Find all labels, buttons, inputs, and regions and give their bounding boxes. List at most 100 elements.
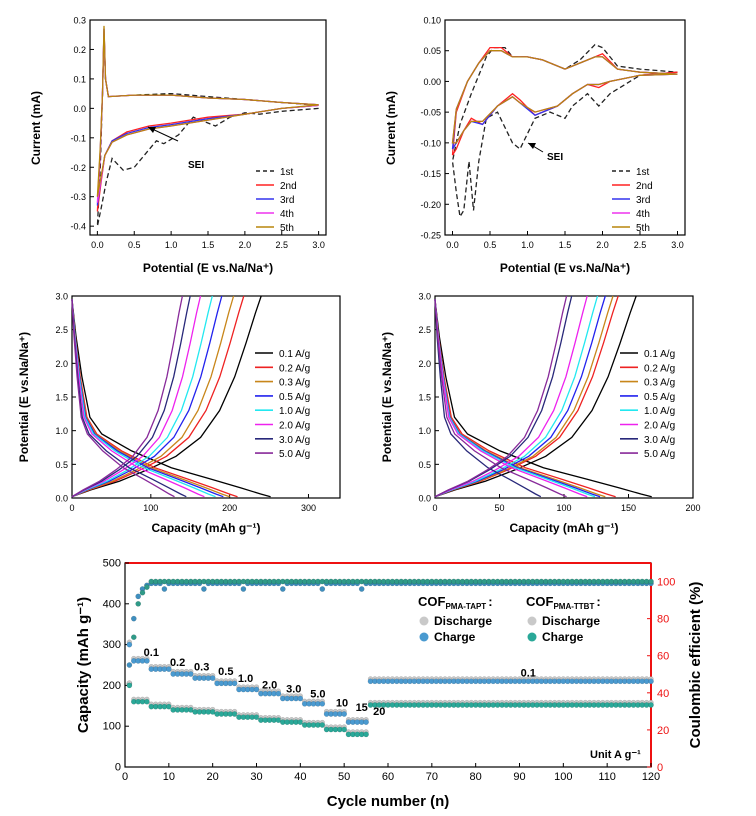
legend-tapt-title: COFPMA-TAPT: xyxy=(418,594,493,611)
legend: COFPMA-TAPT: COFPMA-TTBT: Discharge Char… xyxy=(418,594,601,644)
discharge-curve-0.5 A/g xyxy=(71,299,224,498)
capacity-point-tapt-charge xyxy=(126,641,133,648)
y-tick-label: -0.4 xyxy=(70,222,86,232)
discharge-curve-0.5 A/g xyxy=(434,299,601,498)
capacity-point-tapt-charge xyxy=(165,666,172,672)
gcd-panel-ttbt: Capacity (mAh g⁻¹) Potential (E vs.Na/Na… xyxy=(380,292,701,536)
y-axis-label: Current (mA) xyxy=(29,91,43,165)
legend-tapt-charge: Charge xyxy=(434,630,476,644)
sei-annotation: SEI xyxy=(188,160,204,171)
ce-point-tapt xyxy=(319,586,326,592)
y-tick-label: -0.10 xyxy=(420,138,441,148)
capacity-point-tapt-charge xyxy=(648,678,654,685)
rate-label: 0.1 xyxy=(144,647,159,659)
series-lines xyxy=(451,43,678,219)
charge-curve-5.0 A/g xyxy=(71,295,184,498)
ce-point-tapt xyxy=(130,615,137,622)
y-tick-label: -0.15 xyxy=(420,169,441,179)
charge-curve-1.0 A/g xyxy=(71,295,213,498)
x-tick-label: 0.5 xyxy=(484,240,497,250)
y-tick-label: 300 xyxy=(103,639,121,651)
discharge-curve-0.1 A/g xyxy=(71,299,271,498)
legend-entry: 4th xyxy=(280,209,294,220)
y-tick-label: 3.0 xyxy=(418,292,431,302)
y-tick-label: 0.5 xyxy=(55,460,68,470)
legend-entry: 3.0 A/g xyxy=(644,435,675,446)
capacity-point-ttbt-charge xyxy=(648,702,654,708)
rate-label: 0.2 xyxy=(170,657,185,669)
axis-ticks: 0.0 0.5 1.0 1.5 2.0 2.5 3.0 -0.25 -0.20 -0.15 -0.1… xyxy=(420,16,683,251)
legend-entry: 1.0 A/g xyxy=(279,406,310,417)
x-tick-label: 2.5 xyxy=(275,240,288,250)
cv-panel-tapt: Potential (E vs.Na/Na⁺) Current (mA) 0.0… xyxy=(29,16,327,275)
capacity-point-ttbt-charge xyxy=(341,726,348,733)
charge-curve-2.0 A/g xyxy=(434,295,588,498)
ce-point-tapt xyxy=(201,586,207,592)
legend-ttbt-charge: Charge xyxy=(542,630,584,644)
discharge-curve-1.0 A/g xyxy=(434,299,596,498)
ce-point-ttbt xyxy=(130,634,137,641)
x-tick-label: 40 xyxy=(294,771,306,783)
charge-curve-3.0 A/g xyxy=(434,295,573,498)
charge-curve-1.0 A/g xyxy=(434,295,599,498)
capacity-point-ttbt-charge xyxy=(144,698,150,705)
rate-label: 5.0 xyxy=(310,689,325,701)
discharge-curve-5.0 A/g xyxy=(434,299,567,498)
rate-label: 15 xyxy=(356,702,368,714)
ce-point-tapt xyxy=(135,593,141,600)
x-tick-label: 1.0 xyxy=(165,240,178,250)
capacity-point-tapt-charge xyxy=(144,658,150,664)
capacity-point-tapt-charge xyxy=(209,675,216,681)
rate-label: 10 xyxy=(336,698,348,710)
capacity-point-tapt-charge xyxy=(297,695,304,702)
charge-curve-3.0 A/g xyxy=(71,295,191,498)
legend: 0.1 A/g 0.2 A/g 0.3 A/g 0.5 A/g 1.0 A/g 2.0 A… xyxy=(255,349,310,460)
x-axis-label: Capacity (mAh g⁻¹) xyxy=(151,521,260,535)
capacity-point-tapt-charge xyxy=(319,701,326,707)
capacity-point-tapt-charge xyxy=(231,680,238,687)
x-tick-label: 20 xyxy=(207,771,219,783)
y-tick-label: -0.2 xyxy=(70,163,86,173)
rate-labels: 0.1 0.2 0.3 0.5 1.0 2.0 3.0 5.0 10 15 20 0.1 xyxy=(144,647,536,718)
cv-line-5th xyxy=(96,25,319,197)
x-tick-label: 0.0 xyxy=(446,240,459,250)
legend-entry: 0.2 A/g xyxy=(644,363,675,374)
legend-entry: 0.1 A/g xyxy=(279,349,310,360)
x-tick-label: 50 xyxy=(494,503,504,513)
cv-line-2nd xyxy=(451,46,678,156)
y-tick-label: 100 xyxy=(103,721,121,733)
y-axis-label: Capacity (mAh g⁻¹) xyxy=(75,597,92,733)
y-tick-label: 0.2 xyxy=(73,45,86,55)
charge-curve-0.1 A/g xyxy=(71,295,262,498)
legend-ttbt-title: COFPMA-TTBT: xyxy=(526,594,601,611)
capacity-point-tapt-charge xyxy=(363,719,369,725)
legend-tapt-charge-marker xyxy=(419,632,429,642)
rate-label: 0.1 xyxy=(521,667,536,679)
legend-entry: 3.0 A/g xyxy=(279,435,310,446)
y-tick-label: 0.0 xyxy=(418,494,431,504)
legend-entry: 0.1 A/g xyxy=(644,349,675,360)
discharge-curve-0.1 A/g xyxy=(434,299,652,498)
legend-entry: 0.3 A/g xyxy=(644,378,675,389)
legend-entry: 2nd xyxy=(636,181,653,192)
x-tick-label: 3.0 xyxy=(312,240,325,250)
y-tick-label: 3.0 xyxy=(55,292,68,302)
sei-arrowhead xyxy=(148,127,156,133)
y-tick-label: -0.1 xyxy=(70,133,86,143)
x-tick-label: 10 xyxy=(163,771,175,783)
x-tick-label: 0 xyxy=(69,503,74,513)
data-points xyxy=(126,578,654,738)
capacity-point-tapt-charge xyxy=(253,686,260,693)
x-tick-label: 50 xyxy=(338,771,350,783)
y-tick-label: 0.5 xyxy=(418,460,431,470)
ce-point-ttbt xyxy=(144,584,150,590)
y-axis-label: Potential (E vs.Na/Na⁺) xyxy=(380,332,394,462)
y-tick-label: -0.3 xyxy=(70,192,86,202)
x-tick-label: 150 xyxy=(621,503,636,513)
x-tick-label: 0 xyxy=(432,503,437,513)
legend-entry: 5.0 A/g xyxy=(644,449,675,460)
y2-tick-label: 100 xyxy=(657,577,675,589)
rate-label: 0.5 xyxy=(218,666,233,678)
charge-curve-0.3 A/g xyxy=(71,295,235,498)
ce-point-tapt xyxy=(161,586,168,592)
